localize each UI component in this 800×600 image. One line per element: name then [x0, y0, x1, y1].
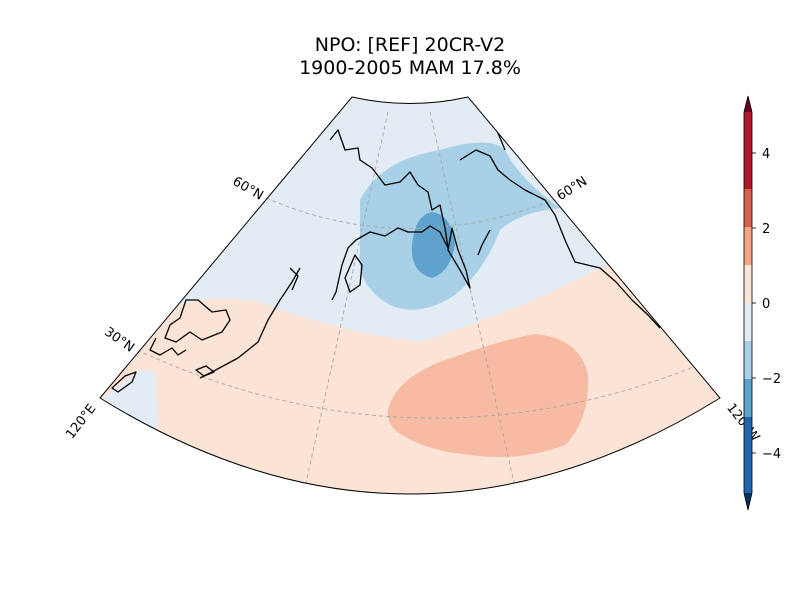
colorbar-segment	[744, 303, 752, 341]
colorbar: 4 2 0 −2 −4	[743, 95, 781, 511]
colorbar-tick-label: −4	[762, 447, 781, 462]
colorbar-segment	[744, 189, 752, 227]
coastline-china	[149, 337, 187, 356]
colorbar-segment	[744, 379, 752, 417]
title-line-1: NPO: [REF] 20CR-V2	[314, 34, 506, 56]
lon-label-120e: 120°E	[63, 402, 99, 442]
gridline-meridian-1	[299, 111, 389, 494]
colorbar-tick-label: 4	[762, 147, 770, 162]
colorbar-segment	[744, 112, 752, 151]
coastline-japan-honshu	[199, 267, 301, 379]
coastline-alaska	[459, 149, 661, 329]
coastline-kamchatka	[447, 227, 471, 289]
colorbar-segment	[744, 417, 752, 455]
coastline-south-china	[111, 371, 137, 393]
colorbar-tick-label: 2	[762, 222, 770, 237]
contour-level-minus2-minus1	[359, 142, 560, 310]
coastline-hokkaido	[289, 267, 299, 291]
coastline-korea	[164, 299, 231, 343]
colorbar-segment	[744, 151, 752, 189]
coastline-kyushu	[195, 365, 215, 377]
colorbar-tick-marks	[752, 152, 756, 454]
contour-level-minus3-minus2	[411, 212, 455, 278]
lat-label-60n-east: 60°N	[554, 174, 590, 204]
contour-field	[100, 97, 720, 494]
gridline-lat-30n	[136, 349, 707, 419]
coastline-hawaii	[519, 485, 543, 491]
map-boundary	[99, 96, 721, 495]
gridline-lat-60n	[265, 195, 564, 229]
colorbar-tick-label: −2	[762, 372, 781, 387]
colorbar-segment	[744, 455, 752, 493]
gridline-meridian-2	[429, 111, 519, 494]
coastline-siberia	[329, 129, 449, 301]
title-line-2: 1900-2005 MAM 17.8%	[299, 57, 521, 79]
lat-label-30n: 30°N	[101, 325, 136, 356]
lon-label-120w: 120°W	[723, 401, 762, 445]
figure-title: NPO: [REF] 20CR-V2 1900-2005 MAM 17.8%	[0, 34, 800, 80]
colorbar-tick-label: 0	[762, 297, 770, 312]
contour-level-1-2	[387, 334, 589, 458]
colorbar-segment	[744, 227, 752, 265]
colorbar-segment	[744, 341, 752, 379]
gridlines	[136, 111, 707, 494]
coastline-aleutian-west	[477, 229, 491, 256]
coastline-sakhalin	[344, 254, 363, 293]
colorbar-extend-min	[744, 493, 752, 510]
colorbar-extend-max	[744, 96, 752, 112]
lat-label-60n-west: 60°N	[230, 174, 266, 203]
colorbar-outline	[743, 95, 753, 511]
colorbar-segment	[744, 265, 752, 303]
coastlines	[111, 111, 661, 491]
